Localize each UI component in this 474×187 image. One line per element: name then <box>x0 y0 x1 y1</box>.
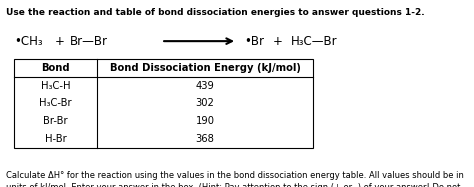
Text: Bond Dissociation Energy (kJ/mol): Bond Dissociation Energy (kJ/mol) <box>109 63 301 73</box>
Text: Calculate ΔH° for the reaction using the values in the bond dissociation energy : Calculate ΔH° for the reaction using the… <box>6 171 464 187</box>
Text: •Br: •Br <box>244 35 264 48</box>
Text: H₃C—Br: H₃C—Br <box>291 35 337 48</box>
Text: +: + <box>273 35 283 48</box>
Bar <box>14 59 313 148</box>
Text: •CH₃: •CH₃ <box>14 35 43 48</box>
Text: Br-Br: Br-Br <box>44 116 68 126</box>
Text: Br—Br: Br—Br <box>70 35 108 48</box>
Text: 302: 302 <box>196 98 214 108</box>
Text: H₃C-H: H₃C-H <box>41 81 71 91</box>
Text: +: + <box>55 35 64 48</box>
Text: H-Br: H-Br <box>45 134 66 144</box>
Text: Bond: Bond <box>41 63 70 73</box>
Text: Use the reaction and table of bond dissociation energies to answer questions 1-2: Use the reaction and table of bond disso… <box>6 8 425 17</box>
Text: H₃C-Br: H₃C-Br <box>39 98 72 108</box>
Text: 368: 368 <box>196 134 214 144</box>
Text: 439: 439 <box>196 81 214 91</box>
Text: 190: 190 <box>195 116 215 126</box>
